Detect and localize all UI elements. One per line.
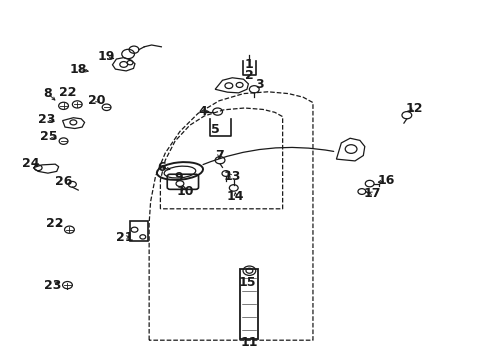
- Text: 21: 21: [116, 231, 133, 244]
- Text: 7: 7: [214, 149, 223, 162]
- Text: 2: 2: [244, 69, 253, 82]
- Text: 18: 18: [69, 63, 87, 76]
- Text: 26: 26: [55, 175, 72, 188]
- Text: 15: 15: [238, 276, 255, 289]
- Text: 12: 12: [405, 102, 423, 114]
- Text: 22: 22: [59, 86, 76, 99]
- Text: 8: 8: [43, 87, 52, 100]
- Bar: [239, 269, 258, 339]
- Text: 20: 20: [88, 94, 105, 107]
- Text: 25: 25: [40, 130, 58, 143]
- Text: 13: 13: [223, 170, 241, 183]
- Text: 23: 23: [44, 279, 61, 292]
- Text: 1: 1: [244, 58, 253, 71]
- Text: 4: 4: [198, 105, 207, 118]
- Text: 5: 5: [210, 123, 219, 136]
- Text: 24: 24: [21, 157, 39, 170]
- Text: 16: 16: [377, 174, 394, 187]
- Text: 6: 6: [157, 161, 165, 174]
- Text: 9: 9: [174, 171, 183, 184]
- Bar: [129, 221, 148, 241]
- Text: 22: 22: [46, 217, 63, 230]
- Text: 14: 14: [226, 190, 244, 203]
- Text: 23: 23: [38, 113, 55, 126]
- Text: 11: 11: [240, 336, 258, 349]
- Text: 3: 3: [254, 78, 263, 91]
- Text: 19: 19: [98, 50, 115, 63]
- Text: 10: 10: [176, 185, 193, 198]
- Text: 17: 17: [363, 187, 381, 200]
